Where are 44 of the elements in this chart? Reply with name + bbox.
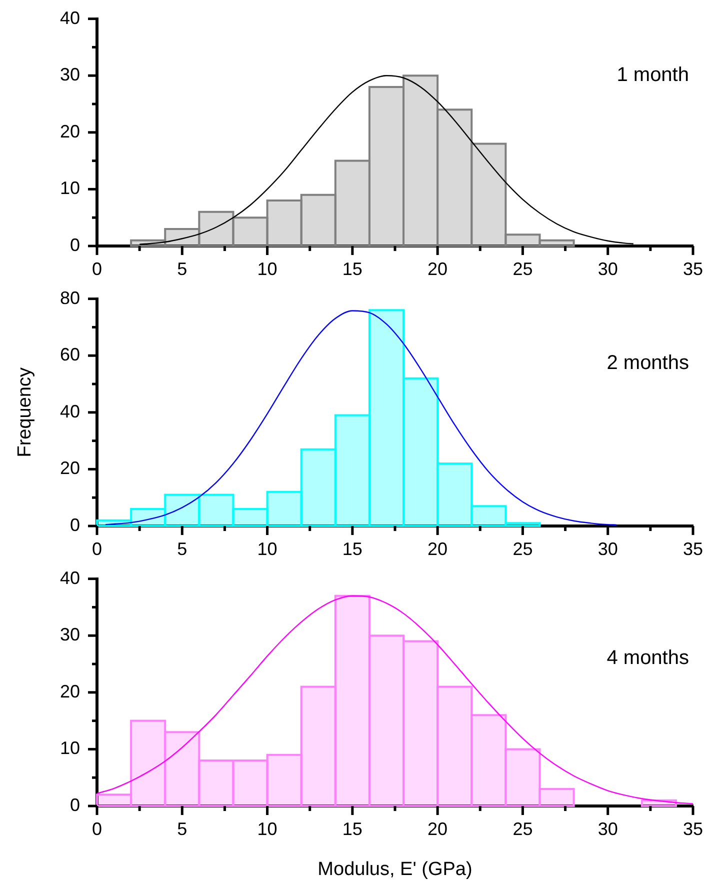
x-tick-label: 35: [682, 538, 704, 559]
x-tick-label: 25: [512, 258, 533, 279]
x-tick-label: 20: [428, 538, 448, 559]
x-tick-label: 30: [598, 258, 618, 279]
y-axis-title: Frequency: [14, 367, 36, 458]
x-tick-label: 15: [342, 538, 362, 559]
x-tick-label: 25: [512, 538, 533, 559]
x-tick-label: 15: [342, 818, 362, 839]
y-tick-label: 80: [60, 288, 80, 308]
y-tick-label: 60: [60, 344, 80, 365]
x-tick-label: 20: [428, 258, 448, 279]
annotation: 4 months: [606, 646, 689, 669]
y-tick-label: 20: [60, 121, 80, 142]
y-tick-label: 40: [60, 8, 80, 28]
y-tick-label: 0: [70, 234, 80, 255]
x-tick-label: 15: [342, 258, 362, 279]
x-tick-label: 30: [598, 538, 618, 559]
y-tick-label: 20: [60, 458, 80, 478]
x-tick-label: 25: [512, 818, 533, 839]
x-tick-label: 5: [177, 538, 188, 559]
annotation: 1 month: [616, 64, 689, 86]
y-tick-label: 0: [70, 514, 80, 535]
x-tick-label: 0: [92, 258, 102, 279]
x-tick-label: 5: [177, 258, 188, 279]
x-tick-label: 10: [257, 258, 278, 279]
x-tick-label: 0: [92, 538, 102, 559]
y-tick-label: 40: [60, 568, 80, 588]
x-tick-label: 0: [92, 818, 102, 839]
x-tick-label: 10: [257, 538, 278, 559]
annotation: 2 months: [606, 352, 689, 374]
x-tick-label: 10: [257, 818, 278, 839]
y-tick-label: 0: [70, 794, 80, 815]
y-tick-label: 10: [60, 178, 80, 198]
x-tick-label: 5: [177, 818, 188, 839]
x-tick-label: 20: [428, 818, 448, 839]
y-tick-label: 30: [60, 624, 80, 645]
x-tick-label: 35: [682, 258, 704, 279]
x-tick-label: 35: [682, 818, 704, 839]
y-tick-label: 10: [60, 738, 80, 758]
x-axis-title: Modulus, E' (GPa): [318, 858, 472, 880]
x-tick-label: 30: [598, 818, 618, 839]
y-tick-label: 40: [60, 401, 80, 422]
y-tick-label: 30: [60, 64, 80, 85]
y-tick-label: 20: [60, 681, 80, 702]
